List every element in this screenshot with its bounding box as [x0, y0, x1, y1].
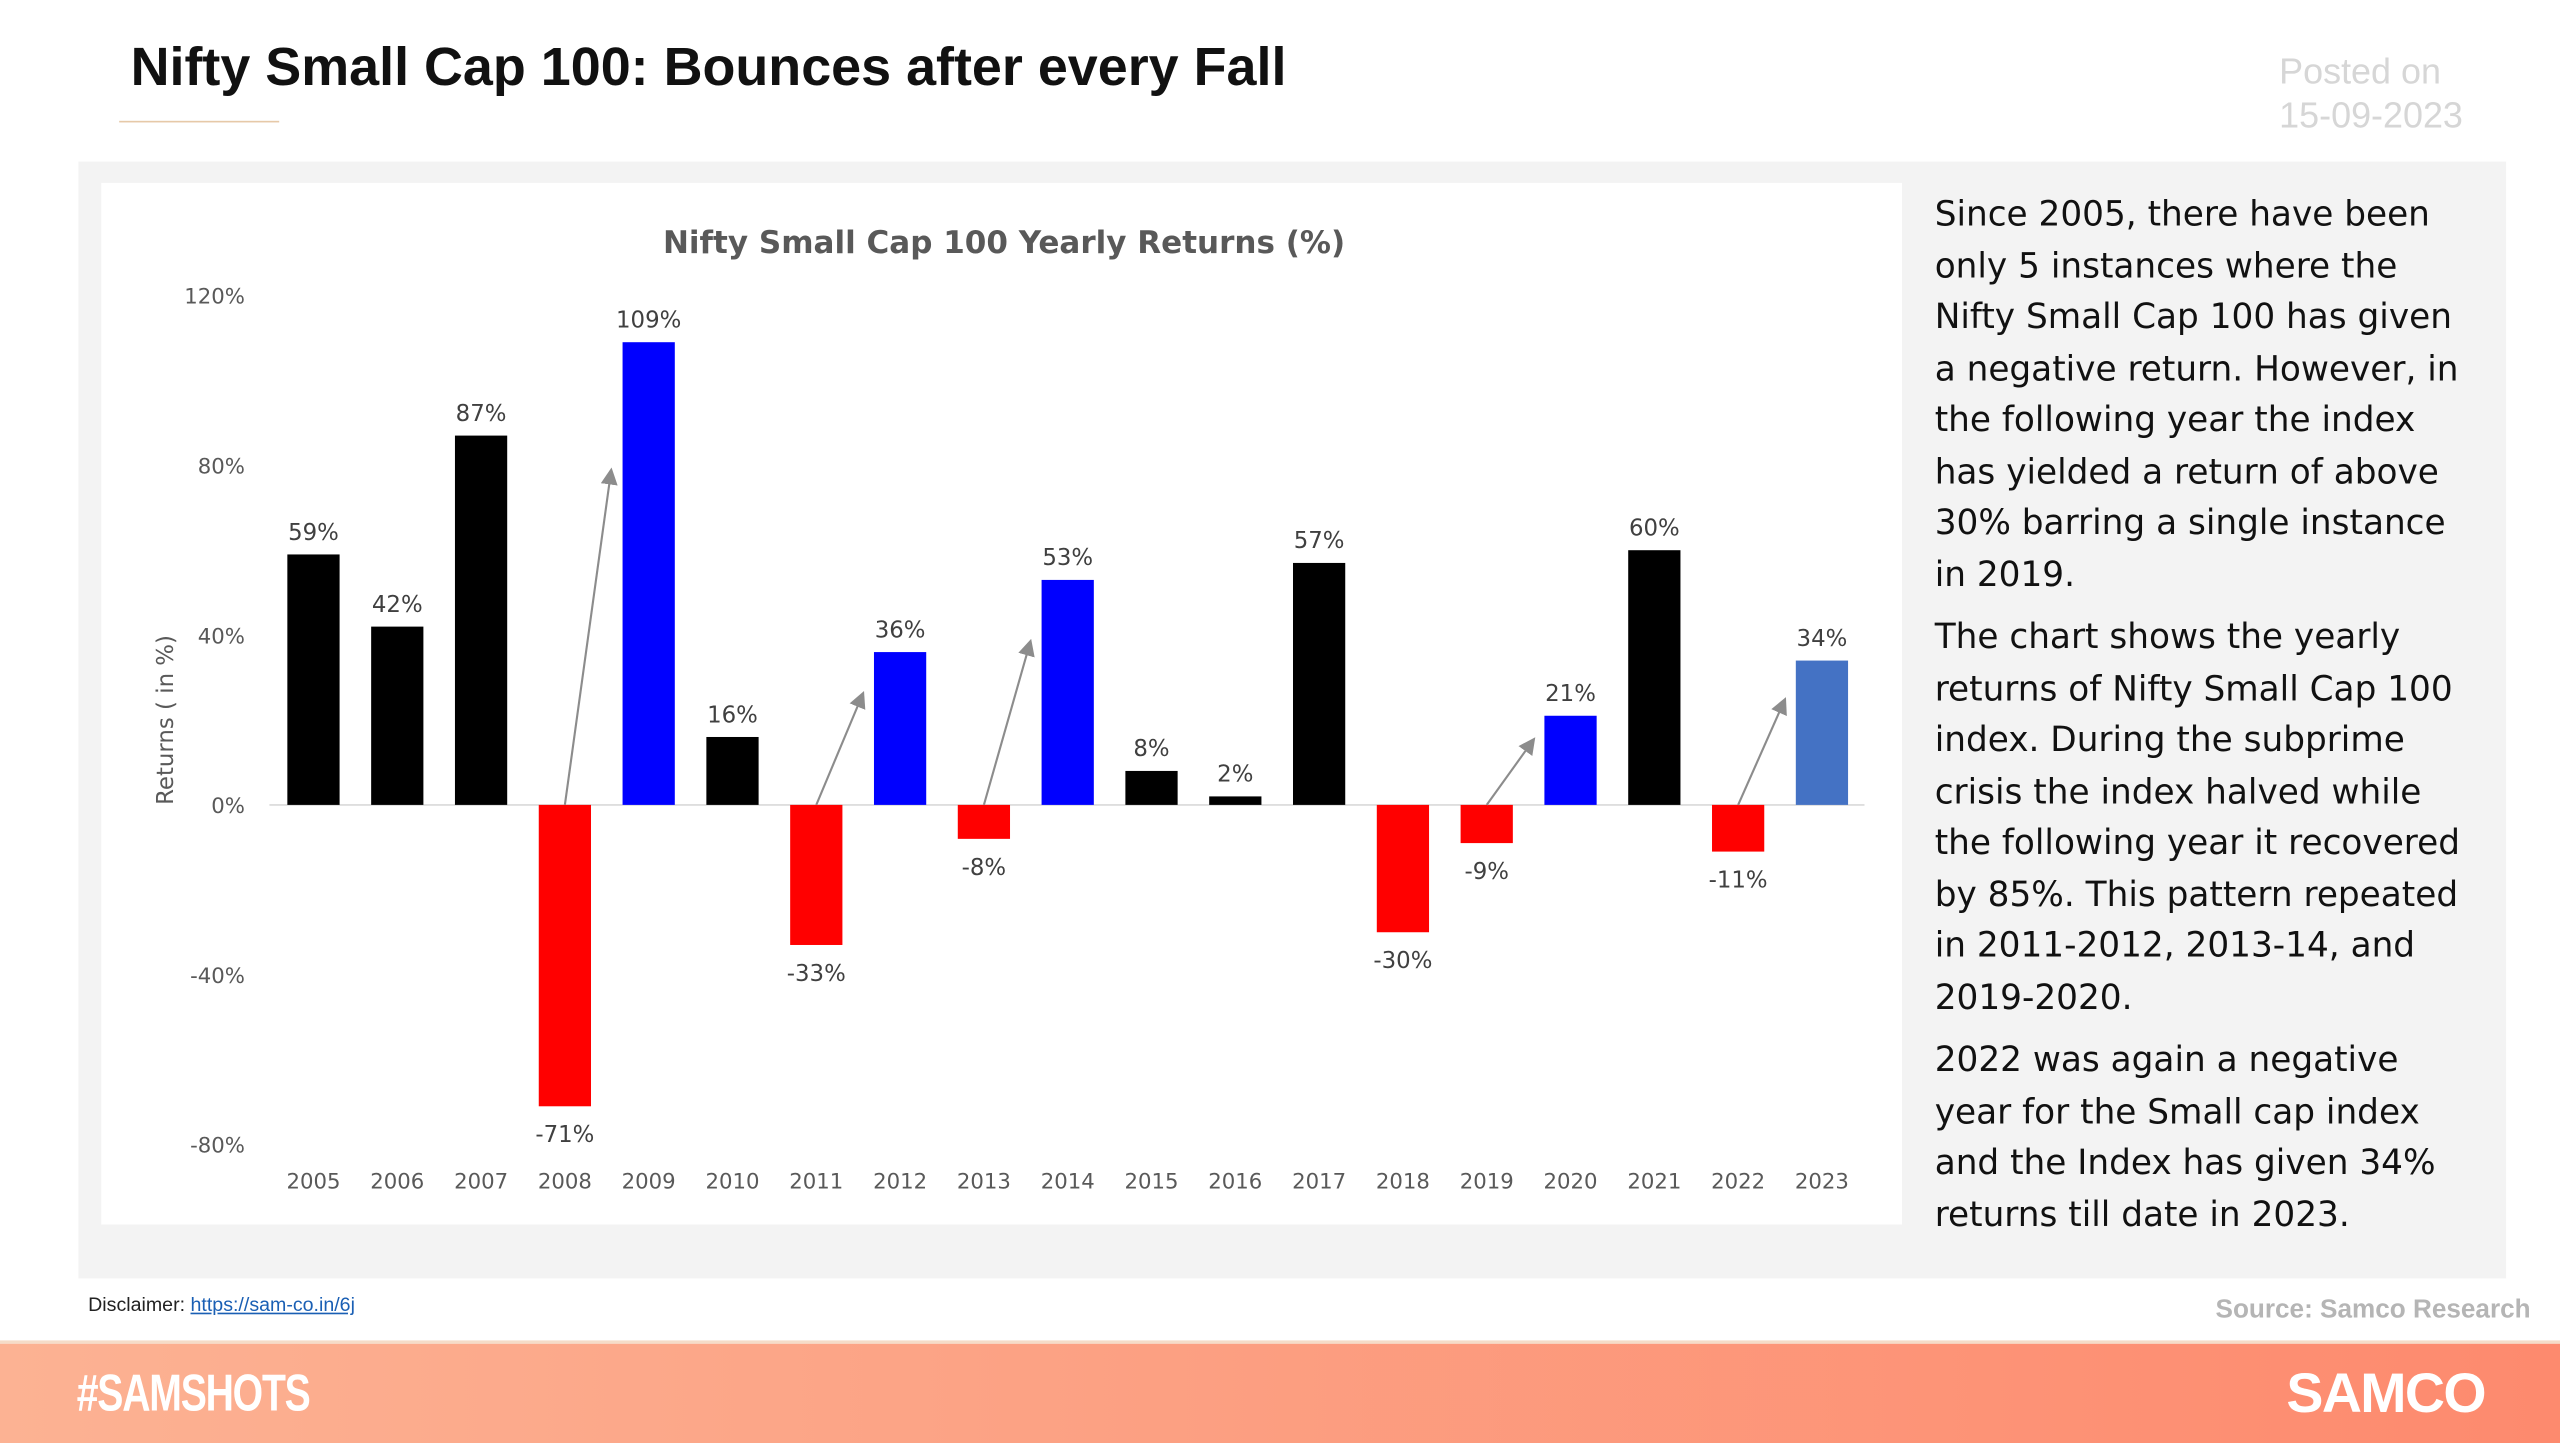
bar-2020: [1544, 715, 1597, 805]
title-underline: [119, 120, 280, 123]
x-tick-label: 2016: [1208, 1170, 1262, 1195]
data-label-2015: 8%: [1133, 736, 1169, 762]
recovery-arrow-2022-2023: [1737, 697, 1787, 806]
disclaimer: Disclaimer: https://sam-co.in/6j: [88, 1293, 355, 1316]
y-tick-label: 120%: [184, 285, 245, 310]
x-tick-label: 2010: [705, 1170, 759, 1195]
data-label-2012: 36%: [875, 617, 926, 643]
x-tick-label: 2007: [454, 1170, 508, 1195]
posted-value: 15-09-2023: [2279, 94, 2463, 136]
bar-2011: [790, 804, 843, 945]
x-tick-label: 2013: [957, 1170, 1011, 1195]
bar-2009: [622, 342, 675, 805]
y-tick-label: 0%: [211, 794, 245, 819]
source-note: Source: Samco Research: [2215, 1296, 2531, 1325]
y-tick-label: -80%: [190, 1134, 245, 1159]
y-tick-label: -40%: [190, 964, 245, 989]
x-tick-label: 2019: [1460, 1170, 1514, 1195]
description-paragraph-1: Since 2005, there have been only 5 insta…: [1934, 194, 2459, 594]
y-tick-label: 80%: [198, 454, 245, 479]
bar-2005: [287, 554, 340, 805]
data-label-2017: 57%: [1294, 528, 1345, 554]
bar-2006: [371, 626, 424, 805]
x-tick-label: 2020: [1544, 1170, 1598, 1195]
x-tick-label: 2018: [1376, 1170, 1430, 1195]
disclaimer-link[interactable]: https://sam-co.in/6j: [190, 1293, 355, 1316]
x-tick-label: 2012: [873, 1170, 927, 1195]
data-label-2021: 60%: [1629, 516, 1680, 542]
data-label-2005: 59%: [288, 520, 339, 546]
bar-2018: [1376, 804, 1430, 933]
x-tick-label: 2021: [1627, 1170, 1681, 1195]
bar-2012: [873, 652, 927, 805]
bar-2019: [1460, 804, 1513, 844]
x-tick-label: 2017: [1292, 1170, 1346, 1195]
posted-label: Posted on: [2279, 50, 2441, 92]
data-label-2018: -30%: [1373, 948, 1432, 974]
samco-logo: SAMCO: [2286, 1363, 2486, 1426]
bar-2013: [957, 804, 1011, 839]
bar-2007: [454, 435, 508, 805]
x-tick-label: 2006: [370, 1170, 424, 1195]
data-label-2009: 109%: [616, 308, 681, 334]
footer-banner: #SAMSHOTS SAMCO: [0, 1340, 2560, 1443]
chart-title: Nifty Small Cap 100 Yearly Returns (%): [663, 225, 1345, 261]
bar-2021: [1628, 550, 1681, 805]
disclaimer-label: Disclaimer:: [88, 1293, 186, 1316]
data-label-2019: -9%: [1464, 859, 1508, 885]
x-tick-label: 2009: [622, 1170, 676, 1195]
y-tick-label: 40%: [198, 624, 245, 649]
x-tick-label: 2023: [1795, 1170, 1849, 1195]
data-label-2020: 21%: [1545, 681, 1596, 707]
data-label-2022: -11%: [1709, 868, 1768, 894]
x-tick-label: 2015: [1125, 1170, 1179, 1195]
hashtag: #SAMSHOTS: [76, 1363, 311, 1423]
recovery-arrow-2008-2009: [563, 467, 618, 806]
data-label-2013: -8%: [962, 855, 1006, 881]
y-axis-label: Returns ( in %): [153, 635, 179, 805]
bar-2010: [706, 736, 759, 805]
recovery-arrow-2011-2012: [815, 690, 866, 806]
data-label-2014: 53%: [1042, 545, 1093, 571]
posted-date: Posted on 15-09-2023: [2279, 49, 2463, 137]
bar-2015: [1125, 770, 1178, 805]
data-label-2008: -71%: [535, 1122, 594, 1148]
description-paragraph-3: 2022 was again a negative year for the S…: [1934, 1039, 2436, 1234]
recovery-arrow-2013-2014: [982, 638, 1035, 806]
data-label-2011: -33%: [787, 961, 846, 987]
recovery-arrow-2019-2020: [1485, 737, 1536, 806]
bar-2014: [1041, 579, 1094, 805]
data-label-2010: 16%: [707, 702, 758, 728]
data-label-2016: 2%: [1217, 762, 1253, 788]
bar-2023: [1795, 660, 1849, 805]
x-tick-label: 2014: [1041, 1170, 1095, 1195]
page-title: Nifty Small Cap 100: Bounces after every…: [130, 35, 1287, 97]
x-tick-label: 2011: [789, 1170, 843, 1195]
data-label-2006: 42%: [372, 592, 423, 618]
description: Since 2005, there have been only 5 insta…: [1935, 189, 2474, 1252]
bar-2017: [1292, 562, 1346, 805]
description-paragraph-2: The chart shows the yearly returns of Ni…: [1934, 617, 2460, 1017]
data-label-2007: 87%: [456, 401, 507, 427]
x-tick-label: 2005: [286, 1170, 340, 1195]
bar-2022: [1712, 804, 1765, 852]
x-tick-label: 2008: [538, 1170, 592, 1195]
x-tick-label: 2022: [1711, 1170, 1765, 1195]
bar-2016: [1209, 796, 1262, 805]
bar-2008: [538, 804, 592, 1107]
data-label-2023: 34%: [1797, 626, 1848, 652]
